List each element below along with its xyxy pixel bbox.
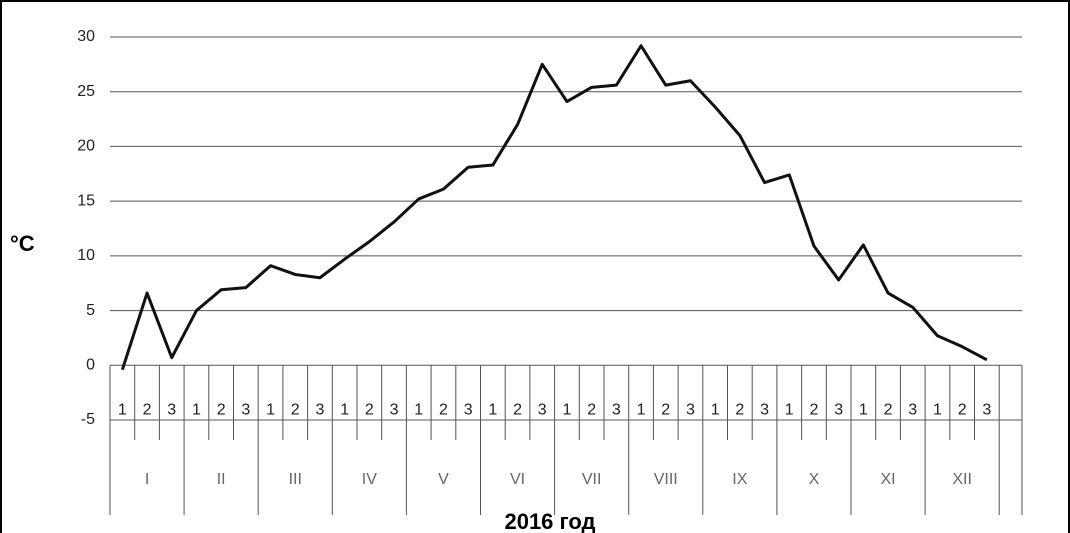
x-tick-label: 1	[785, 402, 794, 419]
group-label: IX	[732, 471, 747, 488]
x-tick-label: 3	[241, 402, 250, 419]
y-tick-label: 0	[86, 357, 95, 374]
group-label: VIII	[654, 471, 678, 488]
x-tick-label: 1	[118, 402, 127, 419]
y-tick-label: 15	[77, 192, 95, 209]
x-tick-label: 3	[612, 402, 621, 419]
x-tick-label: 3	[464, 402, 473, 419]
x-tick-label: 2	[143, 402, 152, 419]
group-label: V	[438, 471, 449, 488]
x-tick-label: 1	[340, 402, 349, 419]
x-tick-label: 3	[538, 402, 547, 419]
x-tick-label: 1	[859, 402, 868, 419]
y-tick-label: -5	[81, 411, 95, 428]
x-tick-label: 2	[439, 402, 448, 419]
x-tick-label: 3	[834, 402, 843, 419]
group-label: VI	[510, 471, 525, 488]
x-tick-label: 1	[562, 402, 571, 419]
x-tick-label: 2	[735, 402, 744, 419]
x-tick-label: 1	[711, 402, 720, 419]
x-tick-label: 2	[513, 402, 522, 419]
x-tick-label: 3	[908, 402, 917, 419]
group-label: X	[809, 471, 820, 488]
x-axis-label: 2016 год	[504, 509, 595, 533]
y-tick-label: 20	[77, 138, 95, 155]
group-label: XII	[952, 471, 972, 488]
x-tick-label: 3	[390, 402, 399, 419]
y-tick-label: 5	[86, 302, 95, 319]
y-tick-label: 25	[77, 83, 95, 100]
x-tick-label: 3	[982, 402, 991, 419]
y-tick-label: 30	[77, 28, 95, 45]
x-tick-label: 3	[315, 402, 324, 419]
x-tick-label: 2	[661, 402, 670, 419]
group-label: XI	[880, 471, 895, 488]
group-label: II	[217, 471, 226, 488]
x-tick-label: 1	[933, 402, 942, 419]
line-series	[120, 44, 988, 371]
x-tick-label: 1	[414, 402, 423, 419]
x-tick-label: 1	[637, 402, 646, 419]
x-tick-label: 3	[167, 402, 176, 419]
y-tick-label: 10	[77, 247, 95, 264]
group-label: III	[289, 471, 302, 488]
x-tick-label: 1	[192, 402, 201, 419]
group-label: VII	[582, 471, 602, 488]
x-tick-label: 1	[488, 402, 497, 419]
x-tick-label: 3	[760, 402, 769, 419]
x-tick-label: 2	[217, 402, 226, 419]
x-tick-label: 2	[884, 402, 893, 419]
x-tick-label: 2	[958, 402, 967, 419]
x-tick-label: 2	[587, 402, 596, 419]
group-label: I	[145, 471, 149, 488]
y-axis-label: °C	[10, 231, 35, 256]
group-label: IV	[362, 471, 377, 488]
x-tick-label: 2	[809, 402, 818, 419]
x-tick-label: 2	[291, 402, 300, 419]
x-tick-label: 2	[365, 402, 374, 419]
x-tick-label: 1	[266, 402, 275, 419]
x-tick-label: 3	[686, 402, 695, 419]
